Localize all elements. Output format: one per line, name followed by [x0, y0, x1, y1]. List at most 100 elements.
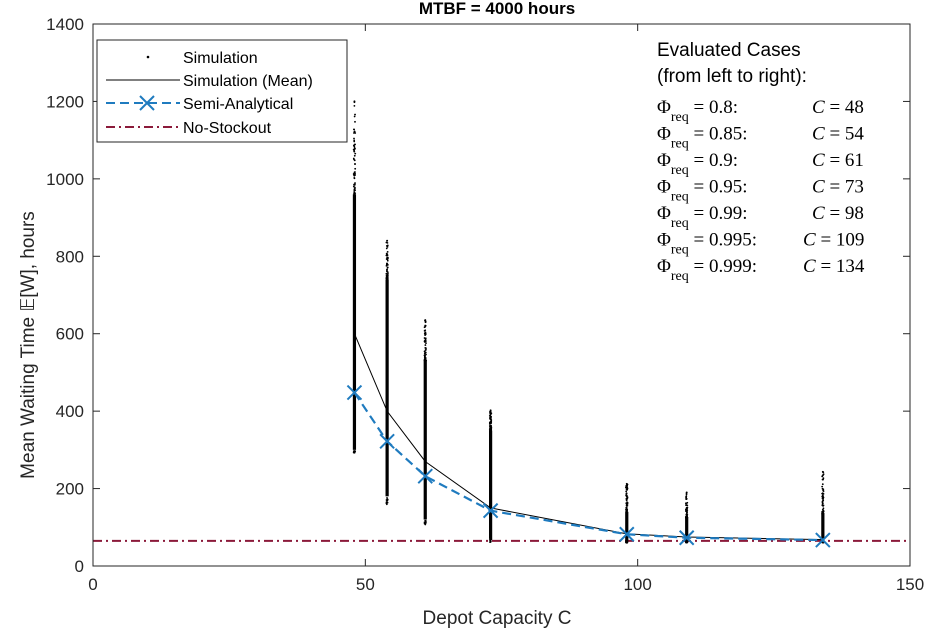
annotation-case-line: Φreq = 0.8: — [657, 97, 738, 125]
simulation-point — [424, 351, 427, 354]
simulation-point — [424, 522, 427, 524]
simulation-point-max — [685, 491, 688, 494]
simulation-point — [425, 342, 427, 345]
simulation-point — [821, 492, 824, 495]
simulation-point — [626, 484, 629, 487]
simulation-point-max — [625, 482, 628, 485]
simulation-point — [354, 147, 356, 150]
annotation-case-capacity: C = 109 — [803, 230, 864, 251]
simulation-point — [353, 115, 356, 118]
y-tick-label: 800 — [56, 247, 84, 266]
simulation-point — [685, 510, 688, 513]
simulation-point — [386, 270, 388, 273]
legend-box — [96, 39, 348, 143]
simulation-point — [489, 417, 491, 420]
simulation-point — [821, 485, 824, 488]
x-tick-label: 0 — [88, 575, 97, 594]
simulation-point — [386, 266, 389, 269]
simulation-point — [822, 512, 824, 515]
legend-no-stockout-label: No-Stockout — [183, 120, 272, 137]
semi-analytical-marker — [417, 468, 433, 484]
simulation-point — [385, 247, 388, 250]
simulation-point — [386, 263, 389, 266]
simulation-point — [385, 277, 388, 280]
simulation-point — [353, 140, 356, 143]
simulation-point — [385, 254, 388, 257]
simulation-point-max — [489, 409, 492, 412]
simulation-point — [822, 474, 824, 477]
simulation-point — [386, 273, 389, 276]
simulation-point — [489, 414, 492, 417]
annotation-header-line-1: Evaluated Cases — [657, 40, 801, 61]
simulation-point — [425, 348, 427, 351]
simulation-point — [353, 451, 356, 454]
legend-semi-analytical-marker — [139, 95, 155, 111]
simulation-point — [490, 427, 493, 430]
simulation-point — [821, 478, 824, 481]
simulation-point — [354, 167, 357, 170]
simulation-point — [353, 154, 356, 157]
semi-analytical-marker — [619, 526, 635, 542]
simulation-point — [385, 272, 388, 275]
simulation-dense-column — [423, 360, 427, 520]
simulation-point — [386, 497, 388, 499]
simulation-point — [354, 162, 356, 165]
simulation-point — [822, 477, 825, 480]
simulation-point — [625, 506, 628, 509]
evaluated-cases-annotation: Evaluated Cases (from left to right): Φr… — [657, 40, 865, 284]
annotation-case-line: Φreq = 0.995: — [657, 230, 757, 258]
simulation-point — [353, 174, 356, 177]
plot-area — [93, 100, 910, 548]
simulation-point — [354, 113, 356, 116]
simulation-point — [686, 501, 689, 504]
simulation-point — [821, 501, 824, 504]
simulation-point — [386, 275, 389, 278]
simulation-point — [625, 504, 628, 507]
simulation-point — [625, 498, 628, 501]
simulation-dense-column — [385, 279, 389, 497]
annotation-case-capacity: C = 54 — [812, 124, 864, 145]
simulation-point — [489, 416, 491, 419]
simulation-point — [821, 510, 824, 513]
simulation-point — [424, 344, 427, 346]
simulation-dense-column — [352, 194, 357, 450]
simulation-point — [353, 130, 356, 133]
simulation-point — [354, 186, 356, 189]
y-tick-label: 1200 — [46, 92, 84, 111]
simulation-point-max — [424, 319, 427, 322]
simulation-point — [354, 171, 356, 173]
simulation-point — [423, 337, 426, 339]
simulation-point — [821, 494, 824, 497]
simulation-point — [353, 150, 356, 153]
simulation-point — [385, 258, 388, 260]
simulation-point — [625, 541, 628, 544]
simulation-point — [822, 504, 825, 507]
simulation-point — [685, 515, 687, 518]
simulation-point — [423, 326, 426, 329]
simulation-point — [386, 259, 389, 262]
simulation-point — [386, 256, 389, 259]
simulation-point — [821, 475, 824, 478]
simulation-point — [626, 502, 629, 504]
simulation-point — [354, 152, 357, 155]
simulation-point — [353, 137, 355, 140]
simulation-point — [489, 413, 492, 416]
simulation-point — [489, 422, 492, 425]
simulation-point — [684, 502, 687, 505]
simulation-point — [822, 499, 825, 502]
simulation-point — [489, 540, 492, 543]
simulation-point — [424, 519, 427, 522]
x-tick-label: 50 — [356, 575, 375, 594]
simulation-point — [490, 419, 493, 422]
semi-analytical-marker — [379, 433, 395, 450]
annotation-case-line: Φreq = 0.85: — [657, 124, 748, 152]
simulation-point — [352, 157, 355, 160]
simulation-point — [354, 183, 356, 186]
chart-title: MTBF = 4000 hours — [419, 0, 575, 18]
semi-analytical-marker — [678, 530, 695, 546]
simulation-point — [685, 497, 688, 500]
simulation-point — [424, 339, 427, 342]
simulation-point — [626, 487, 629, 490]
simulation-point — [821, 483, 824, 486]
